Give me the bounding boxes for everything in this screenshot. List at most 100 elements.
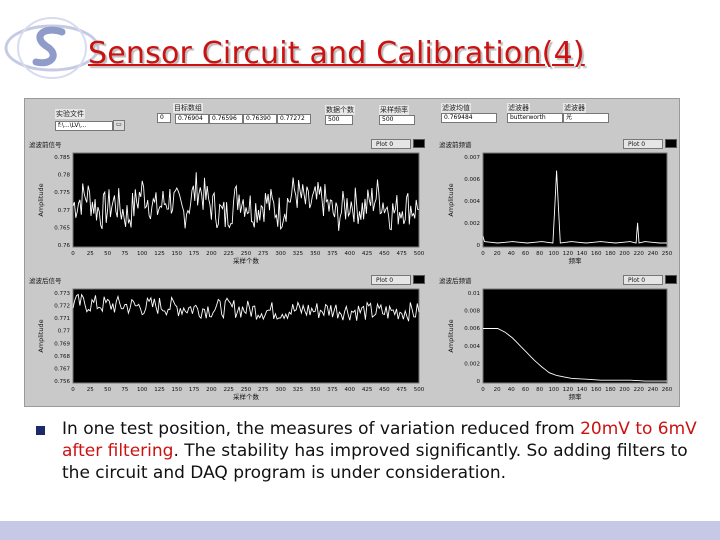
bullet-tail: . The stability has improved significant… bbox=[62, 441, 688, 483]
x-tick-label: 175 bbox=[189, 251, 200, 257]
x-axis-label: 采样个数 bbox=[233, 392, 260, 401]
x-tick-label: 60 bbox=[522, 251, 529, 257]
folder-browse-icon[interactable]: ▭ bbox=[113, 120, 125, 131]
x-tick-label: 300 bbox=[275, 251, 286, 257]
x-tick-label: 50 bbox=[104, 251, 111, 257]
x-tick-label: 140 bbox=[577, 387, 588, 393]
y-tick-label: 0.01 bbox=[468, 291, 480, 297]
x-tick-label: 100 bbox=[137, 251, 148, 257]
x-tick-label: 0 bbox=[71, 387, 75, 393]
y-tick-label: 0.775 bbox=[54, 190, 70, 196]
labview-front-panel: 实验文件 f:\...\LV\... ▭ 目标数组 0 0.76904 0.76… bbox=[24, 98, 680, 407]
y-axis-label: Amplitude bbox=[447, 183, 455, 216]
x-tick-label: 375 bbox=[327, 251, 338, 257]
x-tick-label: 125 bbox=[154, 387, 165, 393]
y-tick-label: 0.773 bbox=[54, 291, 70, 297]
x-tick-label: 500 bbox=[414, 387, 425, 393]
x-tick-label: 150 bbox=[172, 251, 183, 257]
x-tick-label: 0 bbox=[481, 387, 485, 393]
x-tick-label: 350 bbox=[310, 251, 321, 257]
slide-title: Sensor Circuit and Calibration(4) bbox=[88, 36, 585, 71]
filter-type-label: 滤波器 bbox=[507, 103, 530, 113]
x-tick-label: 220 bbox=[633, 387, 644, 393]
y-tick-label: 0.765 bbox=[54, 225, 70, 231]
x-tick-label: 350 bbox=[310, 387, 321, 393]
y-tick-label: 0.002 bbox=[464, 361, 480, 367]
x-tick-label: 100 bbox=[137, 387, 148, 393]
plot-legend-raw-spectrum[interactable]: Plot 0 bbox=[623, 139, 663, 149]
y-tick-label: 0.007 bbox=[464, 155, 480, 161]
y-tick-label: 0.008 bbox=[464, 309, 480, 315]
y-axis-label: Amplitude bbox=[37, 319, 45, 352]
x-tick-label: 20 bbox=[494, 387, 501, 393]
x-tick-label: 260 bbox=[662, 387, 673, 393]
x-tick-label: 325 bbox=[293, 387, 304, 393]
y-tick-label: 0.785 bbox=[54, 155, 70, 161]
window-select[interactable]: 光 bbox=[563, 113, 609, 123]
x-tick-label: 475 bbox=[396, 251, 407, 257]
plot-swatch-icon bbox=[413, 275, 425, 284]
plot-swatch-icon bbox=[665, 275, 677, 284]
x-tick-label: 325 bbox=[293, 251, 304, 257]
rate-input[interactable]: 500 bbox=[379, 115, 415, 125]
x-axis-label: 频率 bbox=[569, 256, 583, 265]
y-tick-label: 0.006 bbox=[464, 326, 480, 332]
x-tick-label: 450 bbox=[379, 251, 390, 257]
array-index[interactable]: 0 bbox=[157, 113, 171, 123]
graph-filtered-spectrum-label: 滤波后频谱 bbox=[439, 277, 472, 285]
x-tick-label: 60 bbox=[522, 387, 529, 393]
x-tick-label: 100 bbox=[549, 387, 560, 393]
x-tick-label: 25 bbox=[87, 251, 94, 257]
x-tick-label: 200 bbox=[619, 251, 630, 257]
array-element-1: 0.76596 bbox=[209, 114, 243, 124]
plot-legend-raw-signal[interactable]: Plot 0 bbox=[371, 139, 411, 149]
series-line-3 bbox=[483, 328, 667, 382]
x-tick-label: 240 bbox=[648, 251, 659, 257]
x-tick-label: 40 bbox=[508, 251, 515, 257]
graph-filtered-signal-label: 滤波后信号 bbox=[29, 277, 62, 285]
x-tick-label: 50 bbox=[104, 387, 111, 393]
x-tick-label: 80 bbox=[536, 387, 543, 393]
array-element-0: 0.76904 bbox=[175, 114, 209, 124]
filter-type-select[interactable]: butterworth bbox=[507, 113, 563, 123]
y-tick-label: 0.77 bbox=[58, 208, 71, 214]
x-tick-label: 25 bbox=[87, 387, 94, 393]
x-tick-label: 425 bbox=[362, 251, 373, 257]
x-axis-label: 频率 bbox=[569, 392, 583, 401]
y-tick-label: 0.772 bbox=[54, 304, 70, 310]
y-tick-label: 0.002 bbox=[464, 221, 480, 227]
x-tick-label: 450 bbox=[379, 387, 390, 393]
y-tick-label: 0.77 bbox=[58, 329, 71, 335]
x-tick-label: 225 bbox=[223, 387, 234, 393]
path-label: 实验文件 bbox=[55, 109, 85, 119]
x-tick-label: 125 bbox=[154, 251, 165, 257]
plot-legend-filtered-signal[interactable]: Plot 0 bbox=[371, 275, 411, 285]
x-tick-label: 80 bbox=[536, 251, 543, 257]
x-tick-label: 500 bbox=[414, 251, 425, 257]
y-tick-label: 0.769 bbox=[54, 341, 70, 347]
x-tick-label: 225 bbox=[223, 251, 234, 257]
x-tick-label: 400 bbox=[345, 387, 356, 393]
path-input[interactable]: f:\...\LV\... bbox=[55, 121, 113, 131]
plot-legend-filtered-spectrum[interactable]: Plot 0 bbox=[623, 275, 663, 285]
x-tick-label: 250 bbox=[662, 251, 673, 257]
x-tick-label: 250 bbox=[241, 251, 252, 257]
y-axis-label: Amplitude bbox=[447, 319, 455, 352]
x-tick-label: 140 bbox=[577, 251, 588, 257]
x-tick-label: 0 bbox=[71, 251, 75, 257]
y-tick-label: 0.767 bbox=[54, 366, 70, 372]
x-tick-label: 0 bbox=[481, 251, 485, 257]
x-tick-label: 180 bbox=[605, 387, 616, 393]
array-element-2: 0.76390 bbox=[243, 114, 277, 124]
x-tick-label: 220 bbox=[633, 251, 644, 257]
x-tick-label: 400 bbox=[345, 251, 356, 257]
bullet-text: In one test position, the measures of va… bbox=[62, 418, 702, 484]
y-tick-label: 0.76 bbox=[58, 243, 71, 249]
series-line-1 bbox=[482, 170, 667, 244]
y-tick-label: 0.768 bbox=[54, 354, 70, 360]
series-line-0 bbox=[72, 172, 420, 231]
x-tick-label: 20 bbox=[494, 251, 501, 257]
x-tick-label: 160 bbox=[591, 251, 602, 257]
x-tick-label: 240 bbox=[648, 387, 659, 393]
y-tick-label: 0.771 bbox=[54, 316, 70, 322]
